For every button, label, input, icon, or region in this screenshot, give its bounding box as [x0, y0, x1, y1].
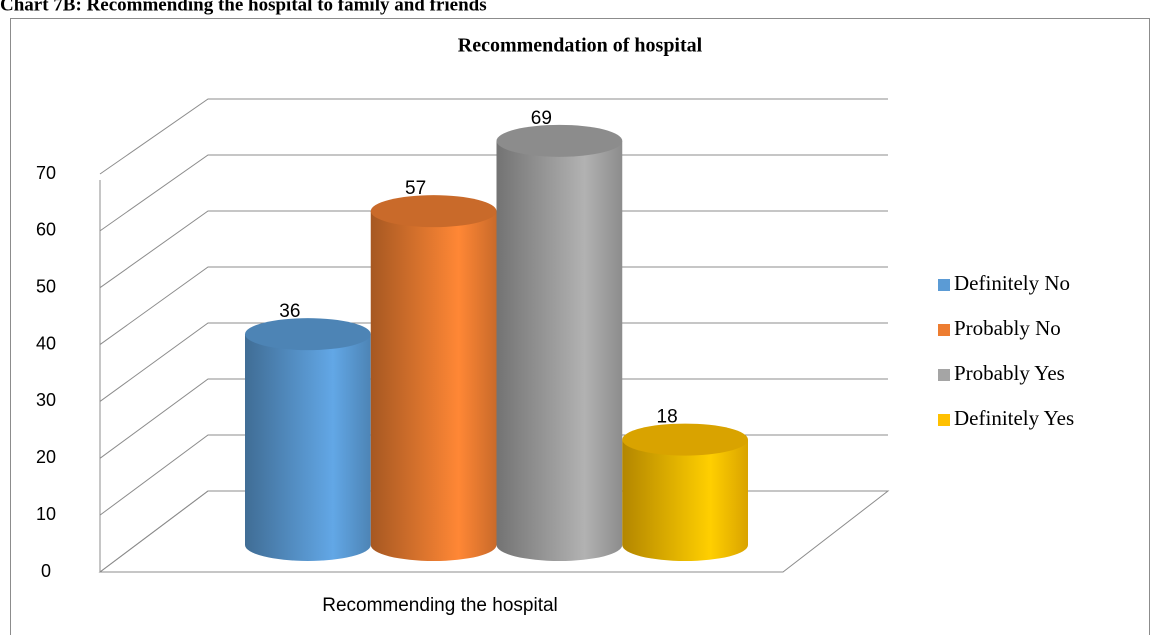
y-tick-label: 10	[36, 504, 56, 524]
data-label: 57	[405, 178, 426, 199]
grid-line	[99, 322, 888, 402]
bar-top	[622, 423, 748, 456]
legend-swatch	[938, 414, 950, 426]
bar-body	[245, 334, 371, 561]
bar-body	[496, 140, 623, 561]
y-tick-label: 0	[41, 561, 51, 581]
legend-swatch	[938, 369, 950, 381]
x-tick-label: Recommending the hospital	[322, 595, 558, 616]
data-label: 36	[279, 301, 300, 322]
legend-swatch	[938, 324, 950, 336]
y-tick-label: 60	[36, 220, 56, 240]
bar-top	[245, 318, 371, 351]
data-label: 18	[657, 407, 678, 428]
grid-line	[99, 210, 888, 289]
bar-top	[496, 124, 623, 157]
grid-line	[99, 266, 888, 345]
legend-label: Probably Yes	[954, 361, 1065, 385]
y-tick-label: 30	[36, 390, 56, 410]
y-tick-label: 20	[36, 447, 56, 467]
legend-label: Definitely No	[954, 271, 1070, 295]
y-tick-label: 70	[36, 163, 56, 183]
chart-frame	[10, 18, 1150, 635]
grid-line	[99, 378, 888, 459]
bar-body	[370, 211, 497, 561]
legend-label: Probably No	[954, 316, 1061, 340]
page-heading: Chart 7B: Recommending the hospital to f…	[0, 0, 487, 15]
bar-body	[622, 439, 748, 561]
grid-line	[99, 154, 888, 232]
bar-top	[370, 195, 497, 228]
legend-label: Definitely Yes	[954, 406, 1074, 430]
y-tick-label: 40	[36, 333, 56, 353]
data-label: 69	[531, 108, 552, 129]
legend-swatch	[938, 279, 950, 291]
y-tick-label: 50	[36, 276, 56, 296]
chart-title: Recommendation of hospital	[458, 35, 703, 57]
grid-line	[99, 98, 888, 175]
